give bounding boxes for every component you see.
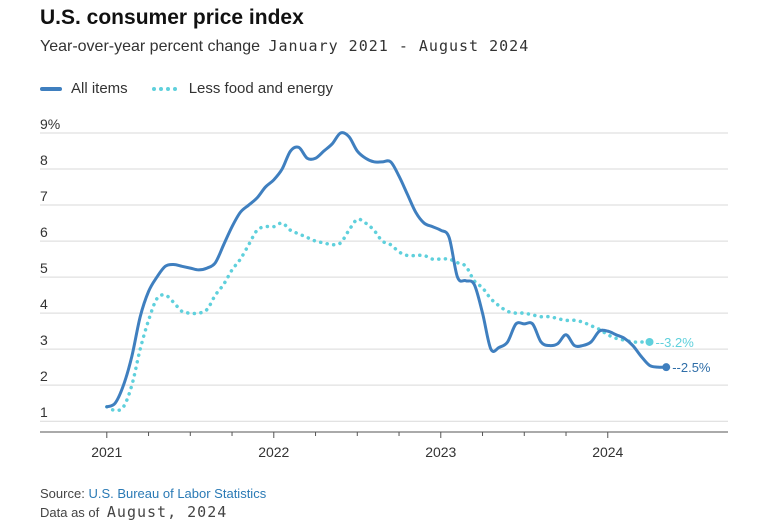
end-labels: --3.2% --2.5% — [656, 335, 711, 375]
series-lines — [105, 131, 671, 413]
chart-subtitle: Year-over-year percent change January 20… — [40, 37, 529, 56]
x-tick-label: 2024 — [592, 444, 623, 460]
legend-dotted-line-icon — [151, 86, 180, 91]
subtitle-range: January 2021 - August 2024 — [268, 37, 530, 55]
y-tick-label: 9% — [40, 116, 60, 132]
y-tick-label: 3 — [40, 332, 48, 348]
y-axis-tick-labels: 1 2 3 4 5 6 7 8 9% — [40, 116, 60, 420]
gridlines — [40, 132, 728, 422]
end-point-less-food-energy — [645, 337, 654, 346]
end-label-all-items: --2.5% — [672, 360, 711, 375]
series-line-all-items — [105, 131, 668, 409]
legend-label-core: Less food and energy — [188, 80, 333, 97]
legend-label-all-items: All items — [71, 80, 128, 97]
subtitle-text: Year-over-year percent change — [40, 38, 260, 55]
y-tick-label: 8 — [40, 152, 48, 168]
legend-item-all-items: All items — [40, 80, 128, 97]
asof-label: Data as of — [40, 505, 100, 520]
y-tick-label: 1 — [40, 404, 48, 420]
x-axis: 2021 2022 2023 2024 — [40, 431, 728, 460]
asof-date: August, 2024 — [106, 503, 228, 521]
x-tick-label: 2022 — [258, 444, 289, 460]
chart-title: U.S. consumer price index — [40, 6, 304, 29]
legend-solid-line-icon — [40, 86, 62, 91]
y-tick-label: 7 — [40, 188, 48, 204]
legend-item-core: Less food and energy — [151, 80, 333, 97]
y-tick-label: 5 — [40, 260, 48, 276]
data-as-of: Data as of August, 2024 — [40, 503, 227, 521]
end-point-all-items — [662, 363, 671, 372]
series-line-less-food-energy — [105, 217, 652, 413]
y-tick-label: 6 — [40, 224, 48, 240]
y-tick-label: 2 — [40, 368, 48, 384]
legend: All items Less food and energy — [40, 80, 357, 97]
y-tick-label: 4 — [40, 296, 48, 312]
source-link[interactable]: U.S. Bureau of Labor Statistics — [88, 486, 267, 501]
x-tick-label: 2023 — [425, 444, 456, 460]
source-line: Source: U.S. Bureau of Labor Statistics — [40, 486, 266, 501]
end-label-less-food-energy: --3.2% — [656, 335, 695, 350]
x-tick-label: 2021 — [91, 444, 122, 460]
source-label: Source: — [40, 486, 85, 501]
